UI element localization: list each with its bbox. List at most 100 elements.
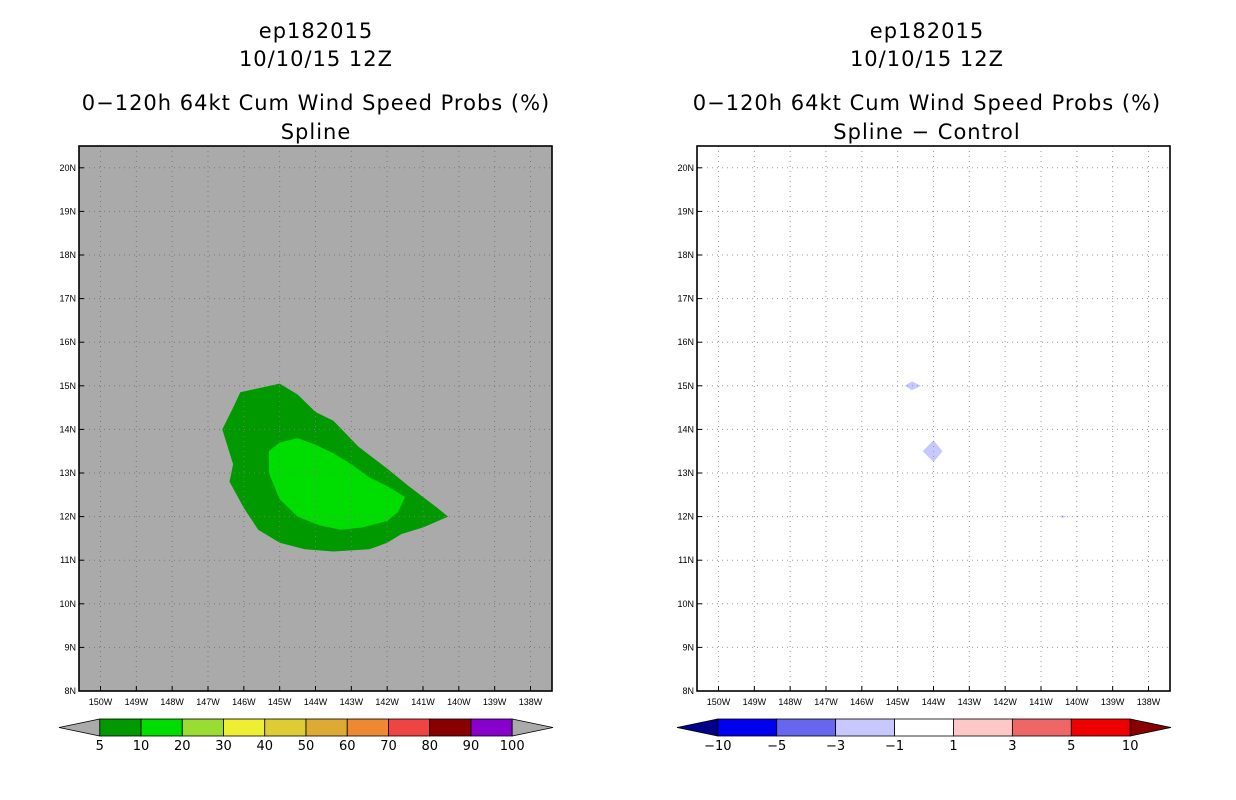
x-tick-label: 144W (304, 697, 328, 707)
plot-area (78, 145, 553, 692)
chart-title: 0−120h 64kt Cum Wind Speed Probs (%) (82, 91, 550, 115)
x-axis: 150W 149W 148W 147W 146W 145W 144W 143W 142W 141W… (707, 697, 1161, 707)
colorbar-segment (717, 718, 778, 737)
x-tick-label: 149W (743, 697, 767, 707)
colorbar-segment (99, 718, 142, 737)
y-tick-label: 16N (59, 337, 76, 347)
x-axis: 150W 149W 148W 147W 146W 145W 144W 143W 142W 141W… (89, 697, 543, 707)
colorbar-segment (264, 718, 307, 737)
y-tick-label: 15N (677, 381, 694, 391)
colorbar-label: 1 (949, 739, 957, 754)
y-tick-label: 8N (64, 686, 76, 696)
x-tick-label: 146W (232, 697, 256, 707)
colorbar-segment (140, 718, 183, 737)
colorbar-label: 5 (96, 739, 104, 754)
x-tick-label: 147W (814, 697, 838, 707)
x-tick-label: 150W (89, 697, 113, 707)
datetime: 10/10/15 12Z (850, 47, 1004, 71)
y-tick-label: 17N (677, 294, 694, 304)
panel-spline-minus-control: ep182015 10/10/15 12Z 0−120h 64kt Cum Wi… (676, 19, 1172, 754)
y-tick-label: 11N (678, 555, 694, 565)
x-tick-label: 140W (1065, 697, 1089, 707)
y-tick-label: 19N (677, 206, 694, 216)
plot-frame (696, 145, 1171, 692)
y-tick-label: 8N (682, 686, 694, 696)
colorbar-label: 3 (1008, 739, 1016, 754)
colorbar-extend-low (58, 718, 101, 737)
y-axis: 8N 9N 10N 11N 12N 13N 14N 15N 16N 17N 18N 19N 20N (59, 163, 76, 696)
y-tick-label: 20N (677, 163, 694, 173)
x-tick-label: 148W (160, 697, 184, 707)
x-tick-label: 139W (483, 697, 507, 707)
colorbar-label: 100 (500, 739, 525, 754)
y-tick-label: 18N (59, 250, 76, 260)
colorbar-segment (223, 718, 266, 737)
colorbar-label: 70 (380, 739, 397, 754)
y-tick-label: 13N (677, 468, 694, 478)
y-tick-label: 13N (59, 468, 76, 478)
plot-area (696, 145, 1171, 692)
y-tick-label: 17N (59, 294, 76, 304)
x-tick-label: 147W (196, 697, 220, 707)
colorbar-label: −10 (704, 739, 731, 754)
datetime: 10/10/15 12Z (239, 47, 393, 71)
x-tick-label: 145W (886, 697, 910, 707)
colorbar-label: 30 (215, 739, 232, 754)
colorbar-label: 40 (256, 739, 273, 754)
y-tick-label: 9N (682, 642, 694, 652)
x-tick-label: 146W (850, 697, 874, 707)
y-tick-label: 15N (59, 381, 76, 391)
colorbar-segment (429, 718, 472, 737)
y-tick-label: 18N (677, 250, 694, 260)
contour-level-neg1-1 (922, 440, 943, 463)
y-tick-label: 12N (59, 512, 76, 522)
colorbar-segment (346, 718, 389, 737)
storm-id: ep182015 (259, 19, 373, 43)
colorbar: 5 10 20 30 40 50 60 70 80 90 100 (58, 718, 554, 754)
colorbar-label: 5 (1067, 739, 1075, 754)
chart-subtitle: Spline (281, 120, 352, 144)
colorbar-extend-low (676, 718, 719, 737)
chart-subtitle: Spline − Control (833, 120, 1020, 144)
y-tick-label: 19N (59, 206, 76, 216)
colorbar-label: 10 (1122, 739, 1139, 754)
x-tick-label: 149W (125, 697, 149, 707)
x-tick-label: 150W (707, 697, 731, 707)
x-tick-label: 148W (778, 697, 802, 707)
colorbar-segment (835, 718, 895, 737)
colorbar-label: 80 (421, 739, 438, 754)
y-tick-label: 10N (677, 599, 694, 609)
colorbar-label: 20 (174, 739, 191, 754)
x-tick-label: 139W (1101, 697, 1125, 707)
colorbar-label: 60 (339, 739, 356, 754)
x-tick-label: 143W (958, 697, 982, 707)
colorbar-segment (181, 718, 224, 737)
colorbar-label: 10 (133, 739, 150, 754)
x-tick-label: 138W (519, 697, 543, 707)
x-tick-label: 145W (268, 697, 292, 707)
colorbar-segment (1070, 718, 1131, 737)
y-tick-label: 12N (677, 512, 694, 522)
chart-title: 0−120h 64kt Cum Wind Speed Probs (%) (693, 91, 1161, 115)
colorbar-segment (1011, 718, 1072, 737)
y-tick-label: 11N (60, 555, 76, 565)
colorbar-segment (894, 718, 954, 737)
colorbar-segment (305, 718, 348, 737)
y-tick-label: 20N (59, 163, 76, 173)
y-tick-label: 14N (677, 424, 694, 434)
y-tick-label: 9N (64, 642, 76, 652)
x-tick-label: 141W (1029, 697, 1053, 707)
y-axis: 8N 9N 10N 11N 12N 13N 14N 15N 16N 17N 18N 19N 20N (677, 163, 694, 696)
colorbar-segment (388, 718, 431, 737)
y-tick-label: 10N (59, 599, 76, 609)
y-tick-label: 14N (59, 424, 76, 434)
x-tick-label: 140W (447, 697, 471, 707)
colorbar: −10 −5 −3 −1 1 3 5 10 (676, 718, 1172, 754)
x-tick-label: 144W (922, 697, 946, 707)
contour-level-10-1 (268, 438, 406, 530)
colorbar-label: 90 (463, 739, 480, 754)
colorbar-label: 50 (298, 739, 315, 754)
colorbar-label: −1 (885, 739, 904, 754)
plot-background (697, 146, 1170, 691)
